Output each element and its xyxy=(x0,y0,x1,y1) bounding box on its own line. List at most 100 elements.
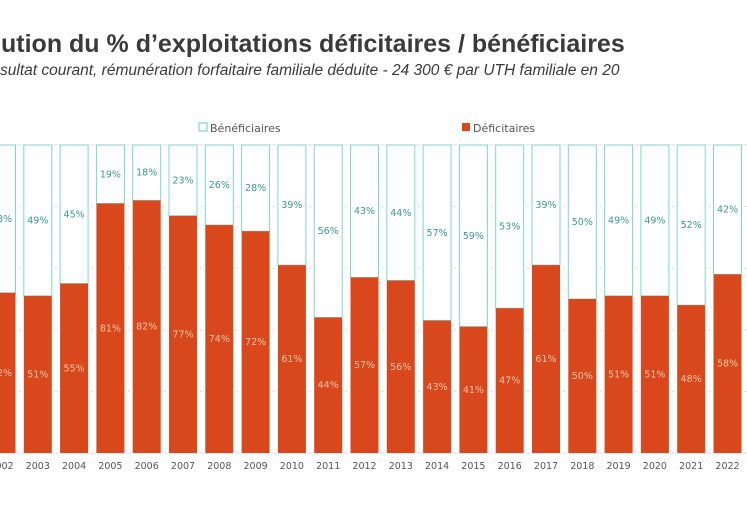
bar-deficitaires xyxy=(96,203,125,453)
data-label-deficitaires: 61% xyxy=(535,354,556,365)
data-label-beneficiaires: 23% xyxy=(172,175,193,186)
x-tick-label: 2021 xyxy=(679,461,703,472)
x-tick-label: 2009 xyxy=(244,461,268,472)
data-label-beneficiaires: 43% xyxy=(354,206,375,217)
bar-beneficiaires xyxy=(713,144,742,275)
bar-deficitaires xyxy=(277,265,306,453)
x-tick-label: 2013 xyxy=(389,461,413,472)
x-tick-label: 2016 xyxy=(498,461,522,472)
data-label-deficitaires: 58% xyxy=(717,359,738,370)
chart-subtitle: sultat courant, rémunération forfaitaire… xyxy=(0,62,620,79)
data-label-deficitaires: 41% xyxy=(463,385,484,396)
x-tick-label: 2011 xyxy=(316,461,340,472)
x-tick-label: 2005 xyxy=(98,461,122,472)
data-label-beneficiaires: 59% xyxy=(463,231,484,242)
bar-deficitaires xyxy=(677,305,706,453)
x-tick-label: 2004 xyxy=(62,461,86,472)
bar-deficitaires xyxy=(640,295,669,453)
data-label-deficitaires: 50% xyxy=(572,371,593,382)
bar-beneficiaires xyxy=(313,144,343,318)
x-tick-label: 2008 xyxy=(207,461,231,472)
x-tick-label: 2018 xyxy=(570,461,594,472)
data-label-beneficiaires: 50% xyxy=(572,217,593,228)
data-label-beneficiaires: 19% xyxy=(100,169,121,180)
data-label-deficitaires: 55% xyxy=(64,363,85,374)
data-label-deficitaires: 77% xyxy=(172,329,193,340)
bar-beneficiaires xyxy=(350,144,379,278)
x-tick-label: 2020 xyxy=(643,461,667,472)
data-label-beneficiaires: 49% xyxy=(644,215,665,226)
bar-deficitaires xyxy=(568,299,597,453)
data-label-deficitaires: 44% xyxy=(318,380,339,391)
data-label-deficitaires: 61% xyxy=(281,354,302,365)
bar-deficitaires xyxy=(495,308,524,453)
bar-deficitaires xyxy=(423,320,452,453)
bar-deficitaires xyxy=(713,274,742,453)
bar-deficitaires xyxy=(0,292,16,453)
data-label-beneficiaires: 39% xyxy=(535,200,556,211)
bar-deficitaires xyxy=(532,265,560,453)
bar-beneficiaires xyxy=(168,144,198,217)
data-label-beneficiaires: 44% xyxy=(390,208,411,219)
data-label-deficitaires: 51% xyxy=(608,369,629,380)
bar-beneficiaires xyxy=(241,144,271,232)
data-label-deficitaires: 47% xyxy=(499,376,520,387)
bar-deficitaires xyxy=(314,317,343,453)
bar-deficitaires xyxy=(386,280,415,453)
data-label-beneficiaires: 52% xyxy=(681,220,702,231)
x-tick-label: 2014 xyxy=(425,461,449,472)
data-label-beneficiaires: 56% xyxy=(318,226,339,237)
data-label-deficitaires: 52% xyxy=(0,368,12,379)
x-tick-label: 2015 xyxy=(461,461,485,472)
x-tick-label: 2017 xyxy=(534,461,558,472)
data-label-deficitaires: 51% xyxy=(27,369,48,380)
data-label-deficitaires: 81% xyxy=(100,323,121,334)
bar-deficitaires xyxy=(60,283,89,453)
bar-deficitaires xyxy=(350,277,379,453)
x-tick-label: 2010 xyxy=(280,461,304,472)
bar-beneficiaires xyxy=(640,144,670,297)
bar-beneficiaires xyxy=(567,144,597,300)
data-label-beneficiaires: 45% xyxy=(64,209,85,220)
data-label-deficitaires: 74% xyxy=(209,334,230,345)
x-tick-label: 2022 xyxy=(715,461,739,472)
bar-deficitaires xyxy=(23,295,52,453)
bar-beneficiaires xyxy=(386,144,416,282)
data-label-beneficiaires: 49% xyxy=(27,215,48,226)
bar-deficitaires xyxy=(604,295,633,453)
data-label-beneficiaires: 18% xyxy=(136,168,157,179)
x-tick-label: 2003 xyxy=(26,461,50,472)
x-tick-label: 2006 xyxy=(135,461,159,472)
data-label-beneficiaires: 53% xyxy=(499,222,520,233)
bar-beneficiaires xyxy=(204,144,234,226)
data-label-deficitaires: 82% xyxy=(136,322,157,333)
bar-deficitaires xyxy=(205,225,234,453)
bar-beneficiaires xyxy=(604,144,634,297)
legend-label-deficitaires: Déficitaires xyxy=(473,122,535,135)
bar-deficitaires xyxy=(241,231,270,453)
bar-deficitaires xyxy=(169,215,197,453)
legend-swatch-beneficiaires xyxy=(198,122,208,132)
bar-deficitaires xyxy=(459,326,488,453)
chart-title: ution du % d’exploitations déficitaires … xyxy=(1,30,625,58)
bar-beneficiaires xyxy=(23,144,53,297)
bar-beneficiaires xyxy=(59,144,89,285)
bar-deficitaires xyxy=(132,200,161,453)
data-label-deficitaires: 51% xyxy=(644,369,665,380)
data-label-deficitaires: 56% xyxy=(390,362,411,373)
data-label-beneficiaires: 57% xyxy=(427,228,448,239)
bar-beneficiaires xyxy=(132,144,162,201)
data-label-deficitaires: 48% xyxy=(681,374,702,385)
bar-beneficiaires xyxy=(277,144,307,266)
data-label-deficitaires: 57% xyxy=(354,360,375,371)
x-tick-label: 2012 xyxy=(352,461,376,472)
legend: Bénéficiaires Déficitaires xyxy=(198,122,535,135)
data-label-deficitaires: 72% xyxy=(245,337,266,348)
data-label-beneficiaires: 26% xyxy=(209,180,230,191)
data-label-deficitaires: 43% xyxy=(427,382,448,393)
legend-swatch-deficitaires xyxy=(462,123,470,131)
bar-beneficiaires xyxy=(676,144,706,306)
x-tick-label: 2002 xyxy=(0,461,14,472)
x-tick-label: 2019 xyxy=(607,461,631,472)
